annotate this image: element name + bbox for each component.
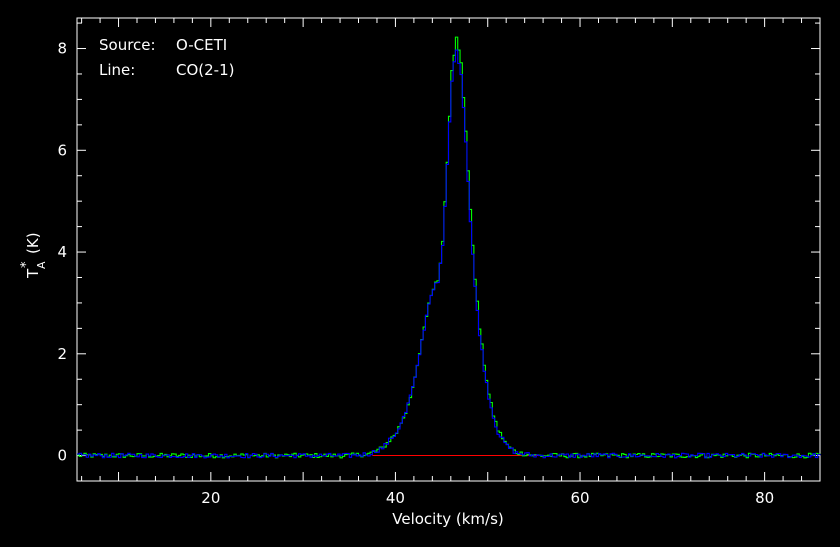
annotation-line-value: CO(2-1) (176, 61, 234, 79)
y-axis-title-unit: (K) (24, 232, 42, 254)
x-tick-label: 80 (755, 489, 774, 507)
y-tick-label: 0 (57, 447, 67, 465)
axis-tick-labels: 20 40 60 80 0 2 4 6 8 (57, 40, 774, 507)
annotation-source-value: O-CETI (176, 36, 227, 54)
x-tick-label: 40 (386, 489, 405, 507)
series-group (77, 36, 821, 459)
axis-ticks (77, 18, 821, 482)
y-axis-title-subscript: A (35, 261, 48, 269)
annotation-box: Source: O-CETI Line: CO(2-1) (99, 36, 234, 79)
annotation-source-key: Source: (99, 36, 156, 54)
y-tick-label: 6 (57, 141, 67, 159)
plot-frame-group (76, 17, 821, 482)
y-tick-label: 8 (57, 40, 67, 58)
y-axis-title: T A * (K) (19, 232, 48, 279)
annotation-line-key: Line: (99, 61, 135, 79)
x-tick-label: 20 (201, 489, 220, 507)
y-axis-title-superscript: * (19, 261, 34, 268)
y-tick-label: 2 (57, 345, 67, 363)
y-tick-label: 4 (57, 243, 67, 261)
y-axis-title-main: T (24, 268, 42, 279)
x-tick-label: 60 (570, 489, 589, 507)
plot-frame (76, 17, 821, 482)
x-axis-title: Velocity (km/s) (392, 510, 503, 528)
series-blue-line (77, 49, 821, 459)
